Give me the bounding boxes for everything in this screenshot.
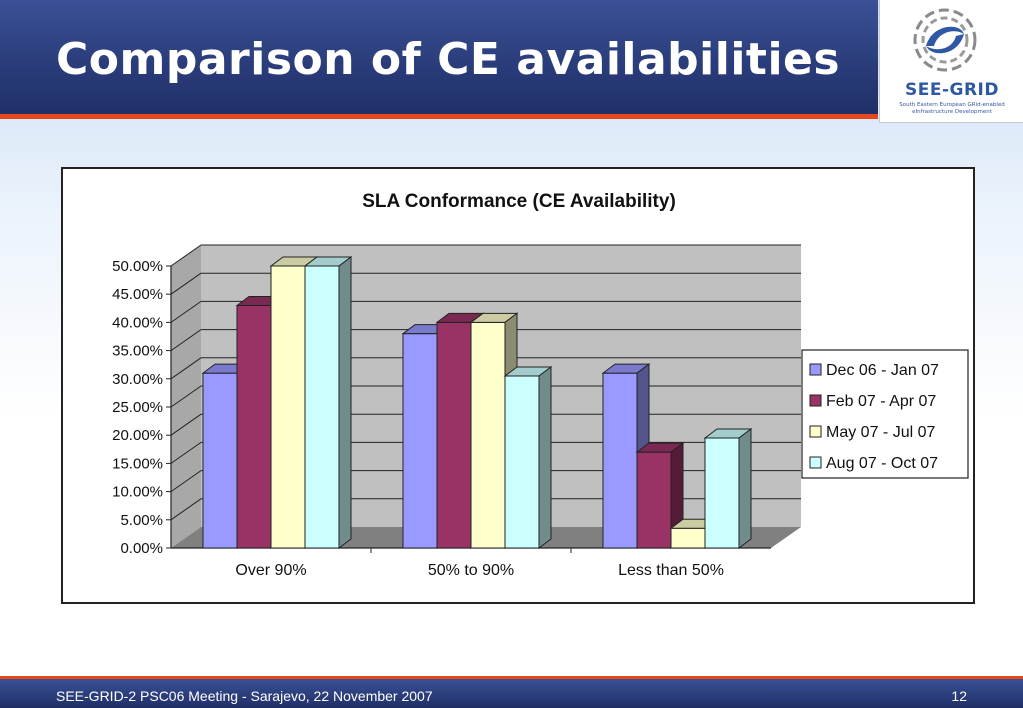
y-tick-label: 50.00%: [112, 258, 163, 275]
bar-front: [304, 265, 340, 549]
y-tick-label: 45.00%: [112, 286, 163, 303]
title-bar: Comparison of CE availabilities: [0, 0, 878, 118]
x-tick-label: Over 90%: [235, 562, 306, 579]
bar: [703, 428, 753, 549]
chart-title: SLA Conformance (CE Availability): [362, 191, 676, 212]
bar-front: [402, 333, 438, 549]
slide-title: Comparison of CE availabilities: [56, 34, 841, 85]
y-tick-label: 15.00%: [112, 455, 163, 472]
bar-front: [236, 304, 272, 549]
y-tick-label: 35.00%: [112, 343, 163, 360]
grid-swirl-icon: [913, 8, 977, 72]
bar-front: [504, 375, 540, 549]
x-tick-label: Less than 50%: [618, 562, 724, 579]
logo-subtitle: South Eastern European GRid-enabled eInf…: [882, 102, 1022, 116]
bar-front: [602, 372, 638, 549]
gridline-side: [170, 357, 202, 380]
bar-side: [538, 365, 552, 549]
see-grid-logo: SEE-GRID South Eastern European GRid-ena…: [879, 0, 1023, 123]
logo-wordmark: SEE-GRID: [904, 80, 999, 100]
legend-swatch: [809, 394, 822, 407]
bar-front: [704, 437, 740, 549]
gridline-side: [170, 329, 202, 352]
gridline-side: [170, 244, 202, 267]
logo-subtitle-line-1: South Eastern European GRid-enabled: [899, 102, 1005, 108]
footer-text: SEE-GRID-2 PSC06 Meeting - Sarajevo, 22 …: [56, 688, 433, 704]
bar-front: [270, 265, 306, 549]
gridline-side: [170, 441, 202, 464]
bar: [635, 442, 685, 549]
legend-entry: Aug 07 - Oct 07: [826, 455, 938, 472]
legend-swatch: [809, 363, 822, 376]
gridline-side: [170, 300, 202, 323]
legend-box: [801, 349, 969, 479]
bar-front: [436, 321, 472, 549]
footer-bar: SEE-GRID-2 PSC06 Meeting - Sarajevo, 22 …: [0, 676, 1023, 708]
y-tick-label: 25.00%: [112, 399, 163, 416]
gridline-side: [170, 272, 202, 295]
gridline-side: [170, 413, 202, 436]
bar-chart: SLA Conformance (CE Availability) 0.00% 5…: [112, 191, 969, 579]
legend-entry: Feb 07 - Apr 07: [826, 393, 936, 410]
y-tick-label: 0.00%: [120, 540, 163, 557]
y-tick-label: 5.00%: [120, 512, 163, 529]
page-number: 12: [951, 688, 967, 704]
chart-legend: Dec 06 - Jan 07 Feb 07 - Apr 07 May 07 - J…: [801, 349, 969, 479]
bar-side: [338, 256, 352, 549]
legend-swatch: [809, 456, 822, 469]
logo-subtitle-line-2: eInfrastructure Development: [912, 109, 992, 115]
bar-side: [738, 428, 752, 549]
y-tick-label: 20.00%: [112, 427, 163, 444]
legend-swatch: [809, 425, 822, 438]
bar-front: [470, 321, 506, 549]
bar-front: [202, 372, 238, 549]
bar: [303, 256, 353, 549]
x-tick-label: 50% to 90%: [428, 562, 514, 579]
plot-area: 0.00% 5.00% 10.00% 15.00% 20.00% 25.00% 30.00%…: [112, 244, 801, 579]
legend-entry: Dec 06 - Jan 07: [826, 362, 939, 379]
bar-front: [636, 451, 672, 549]
gridline-side: [170, 470, 202, 493]
y-tick-label: 10.00%: [112, 484, 163, 501]
bar: [503, 365, 553, 549]
gridline-side: [170, 385, 202, 408]
bar-front: [670, 527, 706, 549]
y-tick-label: 30.00%: [112, 371, 163, 388]
legend-entry: May 07 - Jul 07: [826, 424, 935, 441]
y-tick-label: 40.00%: [112, 314, 163, 331]
header-accent-line: [0, 114, 878, 119]
gridline-side: [170, 498, 202, 521]
